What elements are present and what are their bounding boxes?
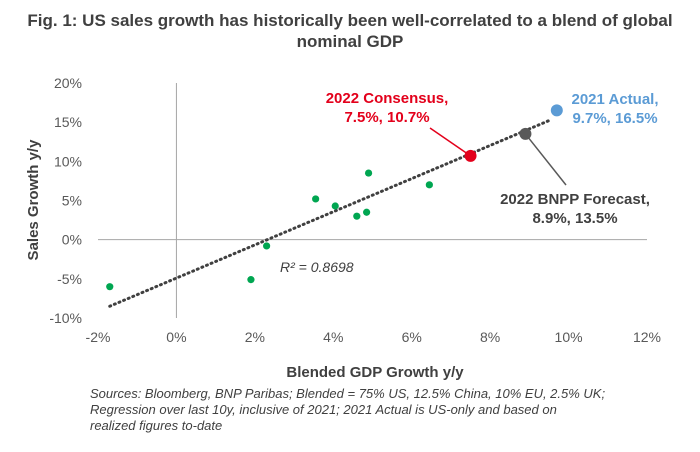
highlight-label: 8.9%, 13.5% [532, 210, 617, 227]
y-tick-label: -5% [57, 271, 82, 287]
scatter-point [331, 202, 339, 210]
chart-title: Fig. 1: US sales growth has historically… [0, 10, 700, 52]
trendline [108, 119, 551, 308]
scatter-point [106, 283, 114, 291]
highlight-points: 2022 Consensus, 7.5%, 10.7% 2022 BNPP Fore… [326, 90, 659, 227]
source-line-2: Regression over last 10y, inclusive of 2… [90, 402, 557, 417]
highlight-label: 2021 Actual, [572, 91, 659, 108]
source-note: Sources: Bloomberg, BNP Paribas; Blended… [90, 386, 680, 434]
highlight-label: 2022 Consensus, [326, 90, 449, 107]
y-axis-label: Sales Growth y/y [25, 139, 42, 261]
chart-title-line-2: nominal GDP [296, 32, 404, 51]
y-tick-label: -10% [49, 310, 82, 326]
highlight-point [464, 149, 477, 162]
scatter-point [263, 242, 271, 250]
scatter-point [363, 208, 371, 216]
highlight-point [519, 127, 532, 140]
x-tick-label: 8% [480, 329, 500, 345]
y-tick-label: 0% [62, 232, 82, 248]
x-tick-label: 0% [166, 329, 186, 345]
highlight-label: 9.7%, 16.5% [572, 110, 657, 127]
source-line-1: Sources: Bloomberg, BNP Paribas; Blended… [90, 386, 606, 401]
tick-labels: -2% 0% 2% 4% 6% 8% 10% 12% -10% -5% 0% 5% 10% 15% 20% [49, 75, 661, 345]
source-line-3: realized figures to-date [90, 418, 223, 433]
chart-title-line-1: Fig. 1: US sales growth has historically… [27, 11, 673, 30]
x-tick-label: 6% [402, 329, 422, 345]
scatter-point [425, 181, 433, 189]
scatter-point [312, 195, 320, 203]
x-tick-label: 12% [633, 329, 661, 345]
x-tick-label: 4% [323, 329, 343, 345]
scatter-point [247, 276, 255, 284]
highlight-point [550, 104, 563, 117]
x-tick-label: 2% [245, 329, 265, 345]
highlight-label: 7.5%, 10.7% [344, 109, 429, 126]
data-points [106, 169, 433, 291]
y-tick-label: 15% [54, 114, 82, 130]
y-tick-label: 10% [54, 153, 82, 169]
callout-leader [524, 133, 567, 186]
trendline-group [108, 119, 551, 308]
scatter-point [364, 169, 373, 177]
y-tick-label: 5% [62, 193, 82, 209]
scatter-point [353, 212, 361, 220]
x-tick-label: -2% [86, 329, 111, 345]
x-tick-label: 10% [555, 329, 583, 345]
y-tick-label: 20% [54, 75, 82, 91]
r-squared-annotation: R² = 0.8698 [280, 259, 354, 275]
x-axis-label: Blended GDP Growth y/y [286, 364, 464, 381]
callout-leader [429, 127, 471, 157]
highlight-label: 2022 BNPP Forecast, [500, 191, 650, 208]
